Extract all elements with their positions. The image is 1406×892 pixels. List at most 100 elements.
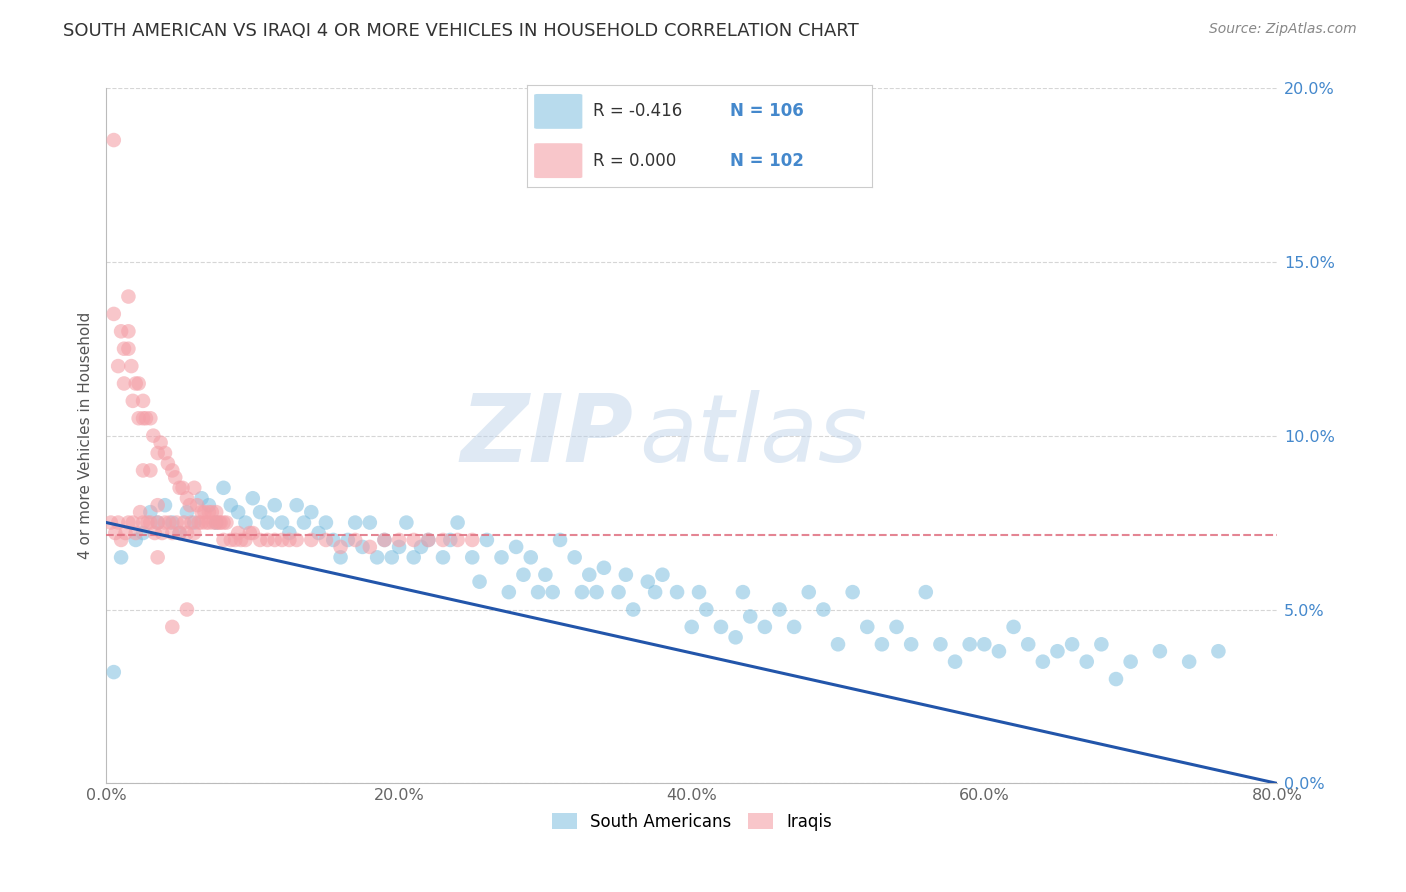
Point (166, 516, 188, 530)
Point (299, 505, 322, 519)
Point (731, 585, 754, 599)
Point (112, 342, 135, 356)
Point (1017, 637, 1039, 651)
Point (103, 133, 125, 147)
Point (271, 516, 294, 530)
Point (527, 585, 550, 599)
Point (249, 533, 271, 547)
Point (446, 516, 468, 530)
Point (135, 411, 157, 425)
Point (870, 637, 893, 651)
Point (143, 526, 166, 541)
Point (329, 550, 352, 565)
Point (112, 376, 135, 391)
Point (117, 289, 139, 303)
Point (186, 498, 208, 512)
Point (132, 516, 155, 530)
Point (614, 567, 637, 582)
Point (681, 620, 703, 634)
Point (190, 491, 212, 506)
Point (1178, 655, 1201, 669)
Point (103, 665, 125, 679)
Point (299, 533, 322, 547)
Point (688, 585, 710, 599)
Point (242, 491, 264, 506)
Point (914, 585, 936, 599)
Point (1002, 620, 1025, 634)
Point (139, 411, 162, 425)
Point (461, 550, 484, 565)
Point (194, 516, 217, 530)
Point (242, 526, 264, 541)
Point (229, 533, 252, 547)
Point (176, 505, 198, 519)
Point (153, 446, 176, 460)
Point (139, 516, 162, 530)
Point (190, 516, 212, 530)
Point (239, 526, 262, 541)
Point (202, 516, 225, 530)
Point (128, 376, 150, 391)
Point (468, 574, 491, 589)
Point (621, 602, 644, 616)
Point (125, 533, 148, 547)
Point (183, 516, 205, 530)
Point (235, 533, 257, 547)
Point (256, 516, 278, 530)
Point (666, 585, 689, 599)
Point (446, 533, 468, 547)
Point (121, 516, 143, 530)
Point (278, 526, 301, 541)
Point (187, 516, 209, 530)
Point (249, 505, 271, 519)
Point (117, 324, 139, 338)
Point (165, 470, 187, 484)
Point (695, 602, 717, 616)
Point (754, 620, 776, 634)
Point (644, 585, 666, 599)
Point (157, 516, 180, 530)
Point (336, 533, 359, 547)
Point (121, 393, 143, 408)
Point (959, 637, 981, 651)
Point (226, 526, 249, 541)
Point (263, 533, 285, 547)
Point (475, 533, 498, 547)
Point (432, 533, 454, 547)
Point (180, 516, 202, 530)
Point (107, 516, 129, 530)
Text: N = 106: N = 106 (731, 103, 804, 120)
Point (162, 526, 184, 541)
Point (100, 516, 122, 530)
Point (498, 585, 520, 599)
Point (176, 526, 198, 541)
Legend: South Americans, Iraqis: South Americans, Iraqis (546, 806, 838, 838)
Point (117, 342, 139, 356)
Point (381, 550, 404, 565)
Point (132, 526, 155, 541)
Point (169, 526, 191, 541)
Point (103, 307, 125, 321)
Point (461, 533, 484, 547)
Point (172, 481, 194, 495)
Point (146, 550, 169, 565)
Point (208, 516, 231, 530)
Point (150, 526, 173, 541)
Point (315, 533, 337, 547)
Point (173, 516, 195, 530)
Point (146, 516, 169, 530)
Point (841, 585, 863, 599)
Point (132, 393, 155, 408)
Point (114, 526, 136, 541)
Point (418, 533, 440, 547)
Point (373, 533, 395, 547)
Point (359, 540, 381, 554)
Point (132, 411, 155, 425)
Point (1208, 644, 1230, 658)
Point (359, 516, 381, 530)
Point (395, 516, 418, 530)
Point (215, 516, 238, 530)
Point (439, 533, 461, 547)
Point (219, 498, 242, 512)
Point (373, 533, 395, 547)
